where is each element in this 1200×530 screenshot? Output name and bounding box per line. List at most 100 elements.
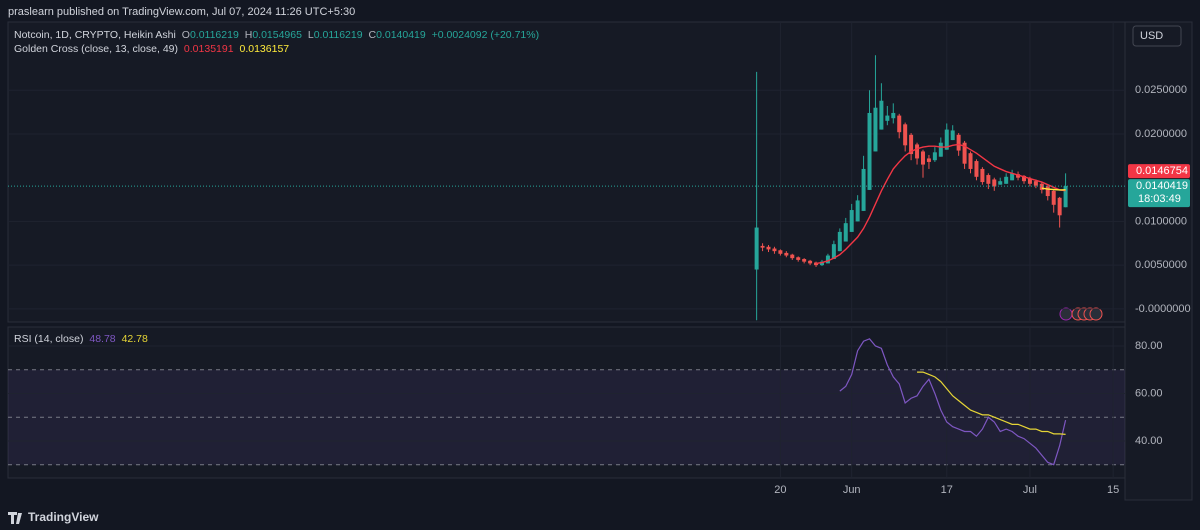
candle-body — [950, 130, 955, 141]
ohlc-label: L — [307, 29, 314, 41]
candle-body — [754, 227, 759, 270]
candle-body — [1004, 176, 1009, 184]
change: +0.0024092 (+20.71%) — [431, 29, 540, 41]
price-scale — [1124, 21, 1193, 501]
ohlc-value: 0.0116219 — [313, 29, 363, 41]
candle-body — [998, 181, 1003, 185]
candle-body — [1045, 186, 1050, 197]
y-tick-label: 0.0050000 — [1135, 259, 1187, 271]
candle-body — [784, 252, 789, 256]
candle-body — [849, 210, 854, 232]
indicator-value: 0.0136157 — [239, 43, 290, 55]
ohlc-value: 0.0154965 — [252, 29, 302, 41]
rsi-line — [917, 371, 1066, 435]
candle-body — [962, 142, 967, 164]
ohlc-value: 0.0116219 — [189, 29, 239, 41]
logo-icon — [8, 512, 22, 524]
x-tick-label: 17 — [941, 484, 953, 496]
ma-line — [1041, 187, 1066, 191]
price-label: 0.0146754 — [1136, 165, 1188, 177]
candle-body — [1010, 173, 1015, 181]
candle-body — [944, 129, 949, 150]
candle-body — [790, 254, 795, 259]
indicator-title: Golden Cross (close, 13, close, 49) — [14, 43, 178, 55]
indicator-value: 0.0135191 — [183, 43, 234, 55]
candle-body — [926, 158, 931, 162]
price-label-box — [1128, 164, 1190, 179]
candle-body — [903, 124, 908, 146]
candle-body — [819, 261, 824, 266]
y-tick-label: 0.0250000 — [1135, 84, 1187, 96]
candle-body — [837, 231, 842, 252]
footer: TradingView — [28, 510, 99, 524]
candle-body — [980, 168, 985, 183]
price-pane — [7, 21, 1126, 323]
candle-body — [802, 259, 807, 262]
x-tick-label: Jul — [1023, 484, 1037, 496]
currency-button[interactable] — [1132, 25, 1182, 47]
candle-body — [814, 262, 819, 266]
symbol: Notcoin, 1D, CRYPTO, Heikin Ashi — [14, 29, 176, 41]
footer-bar — [0, 505, 1200, 530]
candle-body — [956, 134, 961, 151]
candle-body — [897, 115, 902, 133]
candle-body — [772, 248, 777, 252]
rsi-legend: RSI (14, close) 48.78 42.78 — [14, 332, 151, 346]
rsi-line — [839, 338, 1067, 466]
candle-body — [766, 246, 771, 250]
candle-body — [915, 144, 920, 159]
countdown: 18:03:49 — [1138, 193, 1181, 205]
candle-body — [1027, 178, 1032, 184]
candle-body — [867, 112, 872, 190]
candle-body — [861, 168, 866, 211]
rsi-ma-value: 42.78 — [121, 333, 148, 345]
candle-body — [891, 112, 896, 119]
header: praslearn published on TradingView.com, … — [8, 6, 355, 18]
candle-body — [778, 250, 783, 254]
candle-body — [855, 200, 860, 222]
event-icons — [1059, 307, 1103, 321]
currency: USD — [1140, 30, 1163, 42]
x-tick-label: 15 — [1107, 484, 1119, 496]
candle-body — [873, 107, 878, 152]
ohlc-label: H — [244, 29, 253, 41]
candle-body — [879, 100, 884, 130]
candle-body — [986, 175, 991, 184]
candle-body — [825, 255, 830, 264]
candle-body — [974, 161, 979, 177]
y-tick-label: 60.00 — [1135, 387, 1163, 399]
candle-body — [938, 142, 943, 157]
candle-body — [1021, 175, 1026, 182]
price-legend: Notcoin, 1D, CRYPTO, Heikin Ashi O0.0116… — [14, 28, 542, 56]
candle-body — [843, 223, 848, 242]
candle-body — [1039, 183, 1044, 190]
y-tick-label: -0.0000000 — [1135, 303, 1191, 315]
legend-row: Golden Cross (close, 13, close, 49) 0.01… — [14, 42, 542, 56]
candle-body — [1051, 190, 1056, 205]
candle-body — [932, 152, 937, 161]
y-tick-label: 80.00 — [1135, 340, 1163, 352]
candle-body — [1016, 174, 1021, 178]
candle-body — [1063, 186, 1068, 208]
event-icon[interactable] — [1059, 307, 1073, 321]
candle-body — [992, 179, 997, 187]
event-icon[interactable] — [1089, 307, 1103, 321]
ohlc-label: C — [368, 29, 377, 41]
legend-row: Notcoin, 1D, CRYPTO, Heikin Ashi O0.0116… — [14, 28, 542, 42]
candle-body — [796, 257, 801, 260]
rsi-band — [8, 369, 1125, 465]
y-tick-label: 0.0200000 — [1135, 128, 1187, 140]
y-tick-label: 40.00 — [1135, 435, 1163, 447]
y-tick-label: 0.0100000 — [1135, 215, 1187, 227]
candle-body — [831, 244, 836, 260]
candle-body — [1033, 181, 1038, 186]
rsi-title: RSI (14, close) — [14, 333, 84, 345]
rsi-value: 48.78 — [89, 333, 116, 345]
x-tick-label: Jun — [843, 484, 861, 496]
ma-line — [815, 143, 1066, 265]
top-bar — [0, 0, 1200, 22]
candle-body — [1057, 197, 1062, 216]
candle-body — [909, 134, 914, 155]
